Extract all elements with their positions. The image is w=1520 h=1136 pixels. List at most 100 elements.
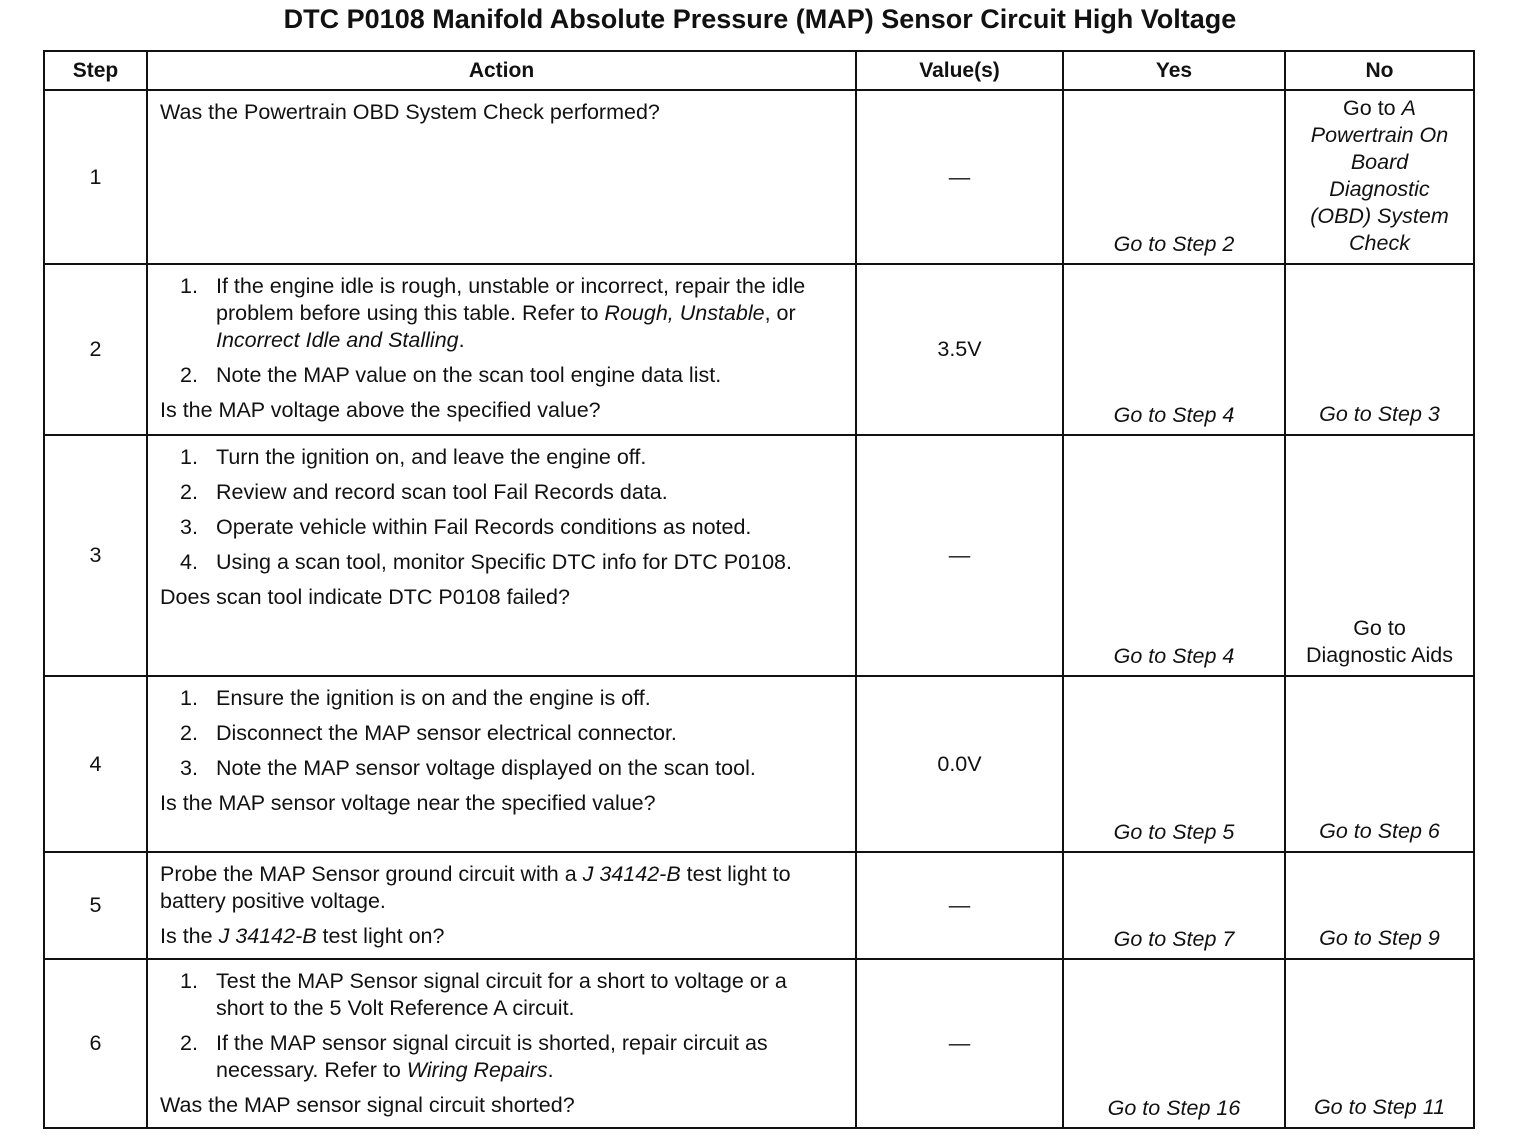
reference-text: Go to Step 6 <box>1319 819 1440 843</box>
yes-cell: Go to Step 4 <box>1062 263 1286 436</box>
action-cell: 1. Test the MAP Sensor signal circuit for… <box>146 958 857 1129</box>
step-item-number: 1. <box>180 969 198 993</box>
yes-cell: Go to Step 7 <box>1062 851 1286 960</box>
action-step: 1. If the engine idle is rough, unstable … <box>160 273 843 354</box>
text-segment: Using a scan tool, monitor Specific DTC … <box>216 550 792 574</box>
header-yes: Yes <box>1062 50 1286 91</box>
step-item-number: 1. <box>180 274 198 298</box>
text-segment: . <box>458 328 465 352</box>
step-item-number: 2. <box>180 1031 198 1055</box>
step-item-text: Ensure the ignition is on and the engine… <box>216 685 651 712</box>
action-step: 3. Operate vehicle within Fail Records co… <box>160 514 843 541</box>
step-item-number: 1. <box>180 686 198 710</box>
text-segment: test light to battery positive voltage. <box>160 862 791 913</box>
action-question: Was the MAP sensor signal circuit shorte… <box>160 1092 843 1119</box>
text-segment: test light on? <box>316 924 445 948</box>
no-cell: Go to Step 11 <box>1284 958 1475 1129</box>
step-item-text: Operate vehicle within Fail Records cond… <box>216 514 751 541</box>
yes-cell: Go to Step 5 <box>1062 675 1286 853</box>
step-item-text: Note the MAP value on the scan tool engi… <box>216 362 721 389</box>
no-cell: Go to Step 6 <box>1284 675 1475 853</box>
text-segment: Was the Powertrain OBD System Check perf… <box>160 100 660 124</box>
action-step: 1. Ensure the ignition is on and the engi… <box>160 685 843 712</box>
step-item-number: 4. <box>180 550 198 574</box>
text-segment: Is the MAP voltage above the specified v… <box>160 398 601 422</box>
text-segment: Go to Diagnostic Aids <box>1306 616 1453 667</box>
no-cell: Go to Step 3 <box>1284 263 1475 436</box>
action-question: Is the MAP voltage above the specified v… <box>160 397 843 424</box>
step-number: 4 <box>43 675 148 853</box>
step-number: 5 <box>43 851 148 960</box>
value-cell: — <box>855 434 1064 677</box>
text-segment: If the MAP sensor signal circuit is shor… <box>216 1031 768 1082</box>
text-segment: Note the MAP value on the scan tool engi… <box>216 363 722 387</box>
step-item-number: 2. <box>180 480 198 504</box>
step-item-number: 2. <box>180 363 198 387</box>
step-item-text: Review and record scan tool Fail Records… <box>216 479 668 506</box>
action-cell: 1. Ensure the ignition is on and the engi… <box>146 675 857 853</box>
value-cell: — <box>855 89 1064 265</box>
step-number: 2 <box>43 263 148 436</box>
step-number: 3 <box>43 434 148 677</box>
step-item-text: Note the MAP sensor voltage displayed on… <box>216 755 756 782</box>
header-no: No <box>1284 50 1475 91</box>
action-question: Is the J 34142-B test light on? <box>160 923 843 950</box>
action-step: 2. Disconnect the MAP sensor electrical c… <box>160 720 843 747</box>
text-segment: Go to <box>1343 96 1402 120</box>
header-step: Step <box>43 50 148 91</box>
no-cell: Go to Step 9 <box>1284 851 1475 960</box>
text-segment: Probe the MAP Sensor ground circuit with… <box>160 862 583 886</box>
table-header: Step Action Value(s) Yes No <box>43 50 1475 91</box>
action-question: Does scan tool indicate DTC P0108 failed… <box>160 584 843 611</box>
step-item-text: If the MAP sensor signal circuit is shor… <box>216 1030 806 1084</box>
value-cell: — <box>855 958 1064 1129</box>
text-segment: If the engine idle is rough, unstable or… <box>216 274 806 325</box>
step-item-text: If the engine idle is rough, unstable or… <box>216 273 806 354</box>
page-title: DTC P0108 Manifold Absolute Pressure (MA… <box>283 4 1237 34</box>
action-cell: 1. If the engine idle is rough, unstable … <box>146 263 857 436</box>
text-segment: Was the MAP sensor signal circuit shorte… <box>160 1093 575 1117</box>
action-step: 2. Review and record scan tool Fail Recor… <box>160 479 843 506</box>
text-segment: Does scan tool indicate DTC P0108 failed… <box>160 585 570 609</box>
table-row: 6 1. Test the MAP Sensor signal circuit fo… <box>43 958 1475 1129</box>
action-step: 3. Note the MAP sensor voltage displayed … <box>160 755 843 782</box>
yes-cell: Go to Step 16 <box>1062 958 1286 1129</box>
text-segment: Is the <box>160 924 219 948</box>
header-action: Action <box>146 50 857 91</box>
text-segment: . <box>547 1058 554 1082</box>
table-row: 4 1. Ensure the ignition is on and the eng… <box>43 675 1475 853</box>
table-row: 3 1. Turn the ignition on, and leave the e… <box>43 434 1475 677</box>
reference-text: Incorrect Idle and Stalling <box>216 328 459 352</box>
reference-text: J 34142-B <box>582 862 681 886</box>
text-segment: Ensure the ignition is on and the engine… <box>216 686 651 710</box>
step-item-number: 3. <box>180 515 198 539</box>
text-segment: Disconnect the MAP sensor electrical con… <box>216 721 677 745</box>
table-row: 5 Probe the MAP Sensor ground circuit wit… <box>43 851 1475 960</box>
value-cell: 0.0V <box>855 675 1064 853</box>
reference-text: Wiring Repairs <box>406 1058 548 1082</box>
text-segment: Is the MAP sensor voltage near the speci… <box>160 791 656 815</box>
step-number: 6 <box>43 958 148 1129</box>
diagnostic-table: Step Action Value(s) Yes No 1 Was the Pow… <box>43 50 1475 1129</box>
action-step: 2. If the MAP sensor signal circuit is sh… <box>160 1030 843 1084</box>
value-cell: — <box>855 851 1064 960</box>
header-values: Value(s) <box>855 50 1064 91</box>
text-segment: Note the MAP sensor voltage displayed on… <box>216 756 756 780</box>
action-text: Probe the MAP Sensor ground circuit with… <box>160 861 843 915</box>
step-item-text: Turn the ignition on, and leave the engi… <box>216 444 646 471</box>
yes-cell: Go to Step 4 <box>1062 434 1286 677</box>
action-cell: Probe the MAP Sensor ground circuit with… <box>146 851 857 960</box>
yes-cell: Go to Step 2 <box>1062 89 1286 265</box>
action-cell: 1. Turn the ignition on, and leave the en… <box>146 434 857 677</box>
table-row: 1 Was the Powertrain OBD System Check per… <box>43 89 1475 265</box>
action-step: 1. Test the MAP Sensor signal circuit for… <box>160 968 843 1022</box>
action-step: 1. Turn the ignition on, and leave the en… <box>160 444 843 471</box>
action-step: 4. Using a scan tool, monitor Specific DT… <box>160 549 843 576</box>
action-question: Is the MAP sensor voltage near the speci… <box>160 790 843 817</box>
text-segment: Operate vehicle within Fail Records cond… <box>216 515 752 539</box>
action-step: 2. Note the MAP value on the scan tool en… <box>160 362 843 389</box>
reference-text: Go to Step 9 <box>1319 926 1440 950</box>
text-segment: Test the MAP Sensor signal circuit for a… <box>216 969 787 1020</box>
text-segment: Turn the ignition on, and leave the engi… <box>216 445 647 469</box>
step-item-text: Test the MAP Sensor signal circuit for a… <box>216 968 806 1022</box>
